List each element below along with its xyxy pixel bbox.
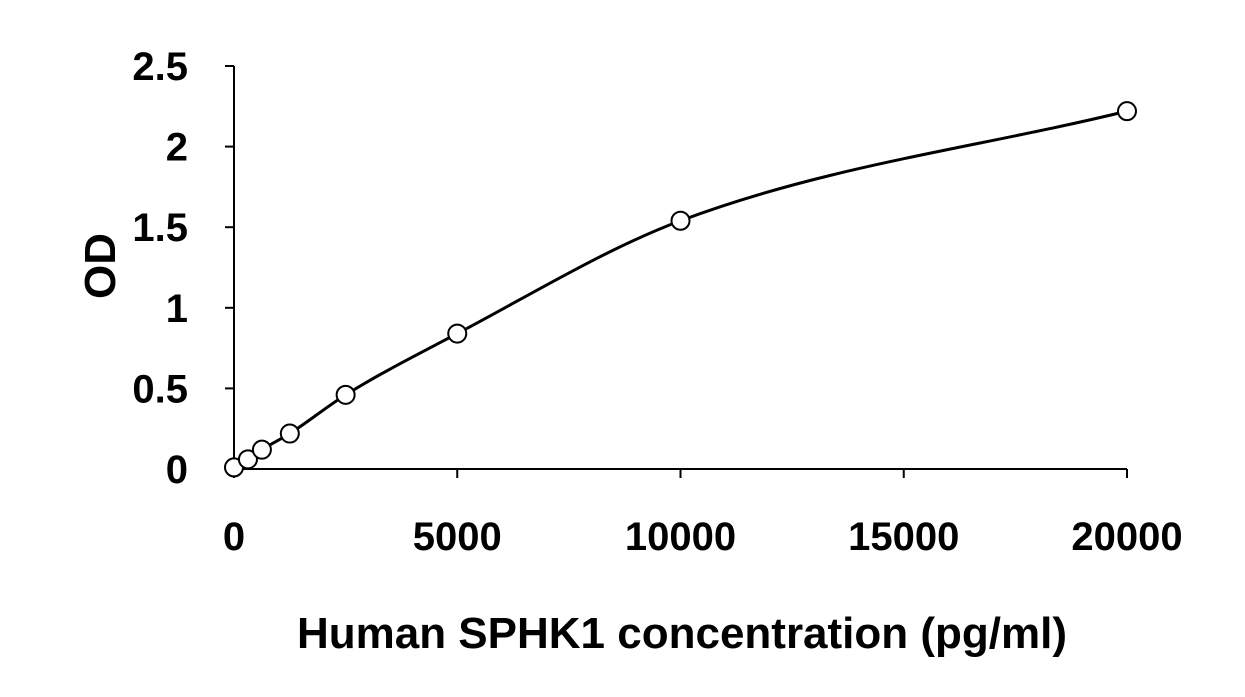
data-points [224,101,1137,478]
x-tick-label: 10000 [625,515,736,559]
data-point [279,423,300,444]
data-point [670,210,691,231]
data-point [335,384,356,405]
y-tick-label: 0 [166,448,188,492]
x-tick-label: 5000 [413,515,502,559]
x-tick-label: 15000 [848,515,959,559]
y-tick-label: 0.5 [132,367,188,411]
x-tick-label: 20000 [1071,515,1182,559]
data-point [251,439,272,460]
data-point [1117,101,1137,122]
y-tick-label: 2.5 [132,45,188,89]
axes [233,66,1127,470]
x-axis-title: Human SPHK1 concentration (pg/ml) [297,609,1067,658]
y-axis-title: OD [76,233,125,299]
data-point [447,323,468,344]
y-tick-label: 1 [166,287,188,331]
x-tick-label: 0 [223,515,245,559]
y-tick-label: 2 [166,126,188,170]
fit-curve [233,109,1128,469]
y-tick-label: 1.5 [132,206,188,250]
data-point [237,449,258,470]
tick-group: 0 0.5 1 1.5 2 2.5 0 5000 10000 15000 20000 [132,45,1182,559]
